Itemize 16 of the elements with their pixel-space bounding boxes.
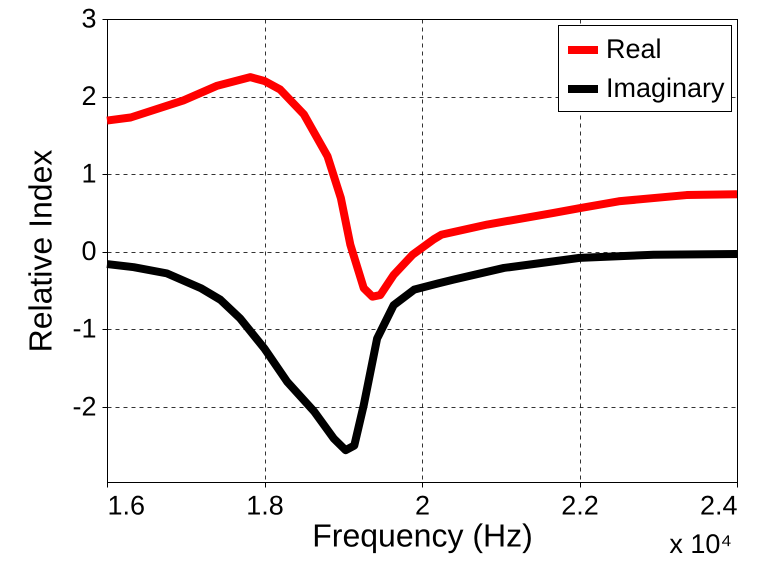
- x-tick-label: 1.6: [108, 490, 146, 520]
- text: x 10⁴: [669, 529, 732, 559]
- y-tick-label: 0: [81, 236, 96, 266]
- y-tick-label: -2: [72, 391, 96, 422]
- legend-label: Real: [606, 34, 662, 64]
- y-tick-label: 3: [81, 4, 96, 34]
- x-tick-label: 2.2: [561, 490, 599, 520]
- x-tick-label: 1.8: [246, 490, 284, 520]
- y-tick-label: 1: [81, 158, 96, 189]
- legend-label: Imaginary: [606, 73, 726, 103]
- y-tick-label: -1: [72, 314, 96, 344]
- x-tick-label: 2.4: [700, 490, 738, 520]
- x-tick-label: 2: [414, 490, 430, 520]
- y-axis-title: Relative Index: [22, 150, 58, 352]
- x-axis-title: Frequency (Hz): [312, 518, 533, 554]
- y-tick-label: 2: [81, 81, 96, 112]
